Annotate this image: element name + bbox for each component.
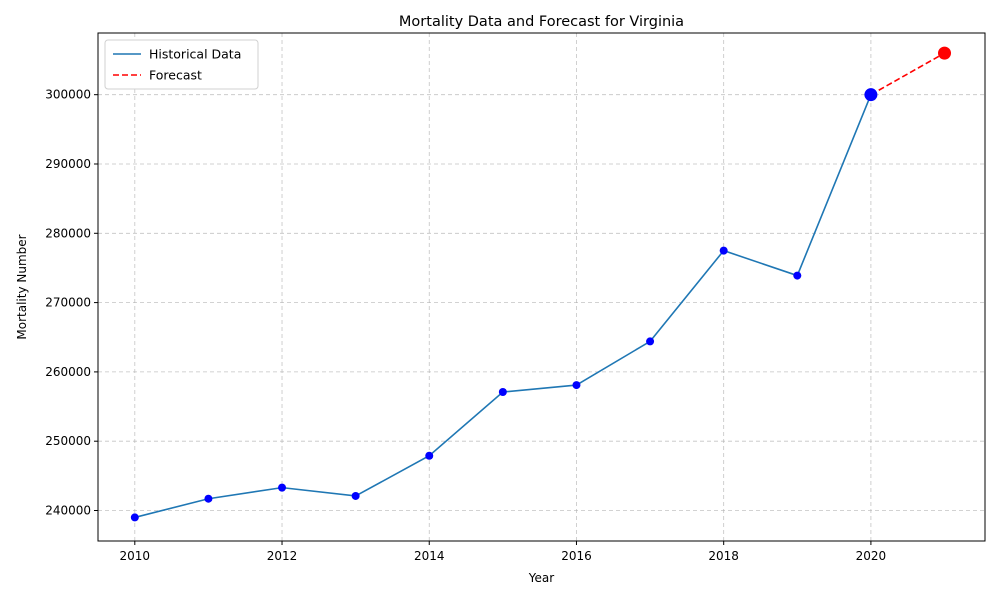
x-tick-label: 2014 [414, 549, 445, 563]
y-tick-label: 240000 [45, 504, 91, 518]
x-tick-label: 2010 [120, 549, 151, 563]
series-layer [134, 52, 945, 519]
historical-data-point [793, 271, 802, 280]
forecast-line [870, 52, 945, 96]
chart-title: Mortality Data and Forecast for Virginia [399, 14, 684, 30]
historical-data-point [425, 451, 434, 460]
x-tick-label: 2012 [267, 549, 298, 563]
y-tick-label: 260000 [45, 365, 91, 379]
historical-data-point [646, 337, 655, 346]
y-tick-label: 280000 [45, 226, 91, 240]
x-tick-label: 2020 [856, 549, 887, 563]
grid [98, 33, 985, 541]
x-tick-label: 2016 [561, 549, 592, 563]
markers-layer [130, 46, 952, 522]
highlighted-point [864, 88, 878, 102]
historical-data-point [351, 491, 360, 500]
x-axis-ticks: 2010 2012 2014 2016 2018 2020 [120, 541, 887, 563]
y-tick-label: 300000 [45, 88, 91, 102]
legend-label-historical: Historical Data [149, 47, 241, 62]
plot-frame [97, 32, 986, 542]
historical-data-line [134, 94, 872, 519]
historical-data-point [498, 387, 507, 396]
y-tick-label: 270000 [45, 296, 91, 310]
historical-data-point [719, 246, 728, 255]
y-axis-title: Mortality Number [15, 234, 29, 339]
historical-data-point [572, 381, 581, 390]
legend-label-forecast: Forecast [149, 68, 202, 83]
highlighted-point [938, 46, 952, 60]
x-tick-label: 2018 [708, 549, 739, 563]
historical-data-point [130, 513, 139, 522]
x-axis-title: Year [528, 571, 554, 585]
historical-data-point [204, 494, 213, 503]
y-axis-ticks: 240000 250000 260000 270000 280000 290000 3000… [45, 88, 98, 518]
y-tick-label: 250000 [45, 434, 91, 448]
y-tick-label: 290000 [45, 157, 91, 171]
historical-data-point [278, 483, 287, 492]
legend-box [104, 39, 259, 90]
legend: Historical Data Forecast [104, 39, 259, 90]
